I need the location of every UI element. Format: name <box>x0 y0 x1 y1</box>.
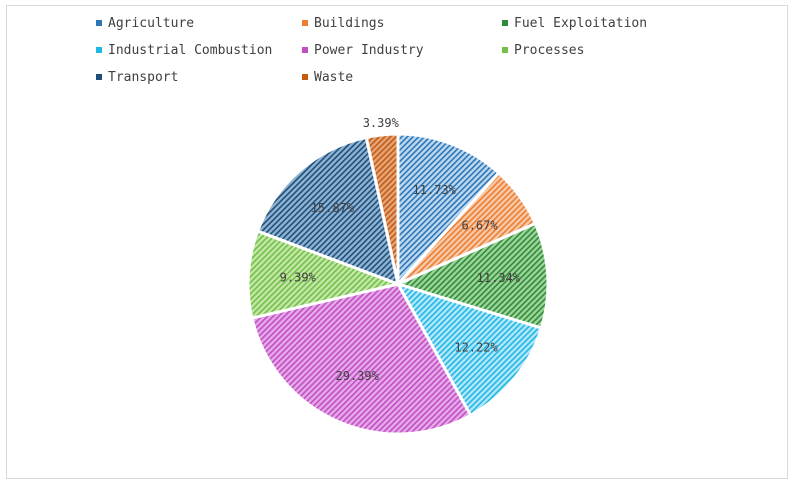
pie-slice-power-industry <box>250 282 473 436</box>
data-label-transport: 15.87% <box>311 201 355 215</box>
legend-label: Industrial Combustion <box>108 42 273 58</box>
legend-swatch <box>502 20 508 26</box>
pie-slice-agriculture <box>396 132 501 286</box>
legend-swatch <box>302 74 308 80</box>
data-label-processes: 9.39% <box>280 270 317 284</box>
legend-item-buildings: Buildings <box>302 14 384 32</box>
legend-label: Agriculture <box>108 15 195 31</box>
legend-label: Buildings <box>314 15 385 31</box>
legend-swatch <box>302 20 308 26</box>
pie-slice-transport <box>256 135 400 286</box>
legend-label: Processes <box>514 42 585 58</box>
data-label-industrial-combustion: 12.22% <box>454 340 498 354</box>
pie-slice-processes <box>246 229 400 320</box>
legend-item-transport: Transport <box>96 68 178 86</box>
legend-label: Waste <box>314 69 354 85</box>
legend-label: Fuel Exploitation <box>514 15 648 31</box>
legend-item-industrial-combustion: Industrial Combustion <box>96 41 272 59</box>
legend-item-waste: Waste <box>302 68 353 86</box>
legend-item-fuel-exploitation: Fuel Exploitation <box>502 14 647 32</box>
pie-slice-waste <box>364 132 400 286</box>
legend-swatch <box>96 74 102 80</box>
pie-slice-fuel-exploitation <box>396 222 550 330</box>
legend-item-power-industry: Power Industry <box>302 41 424 59</box>
legend-swatch <box>96 20 102 26</box>
data-label-waste: 3.39% <box>363 116 400 130</box>
legend-swatch <box>502 47 508 53</box>
data-label-agriculture: 11.73% <box>413 183 457 197</box>
legend-label: Power Industry <box>314 42 424 58</box>
legend-swatch <box>96 47 102 53</box>
legend-label: Transport <box>108 69 179 85</box>
legend-item-processes: Processes <box>502 41 584 59</box>
legend-item-agriculture: Agriculture <box>96 14 194 32</box>
pie-slice-industrial-combustion <box>396 282 543 417</box>
data-label-fuel-exploitation: 11.34% <box>477 271 521 285</box>
data-label-buildings: 6.67% <box>461 218 498 232</box>
legend-swatch <box>302 47 308 53</box>
data-label-power-industry: 29.39% <box>336 369 380 383</box>
